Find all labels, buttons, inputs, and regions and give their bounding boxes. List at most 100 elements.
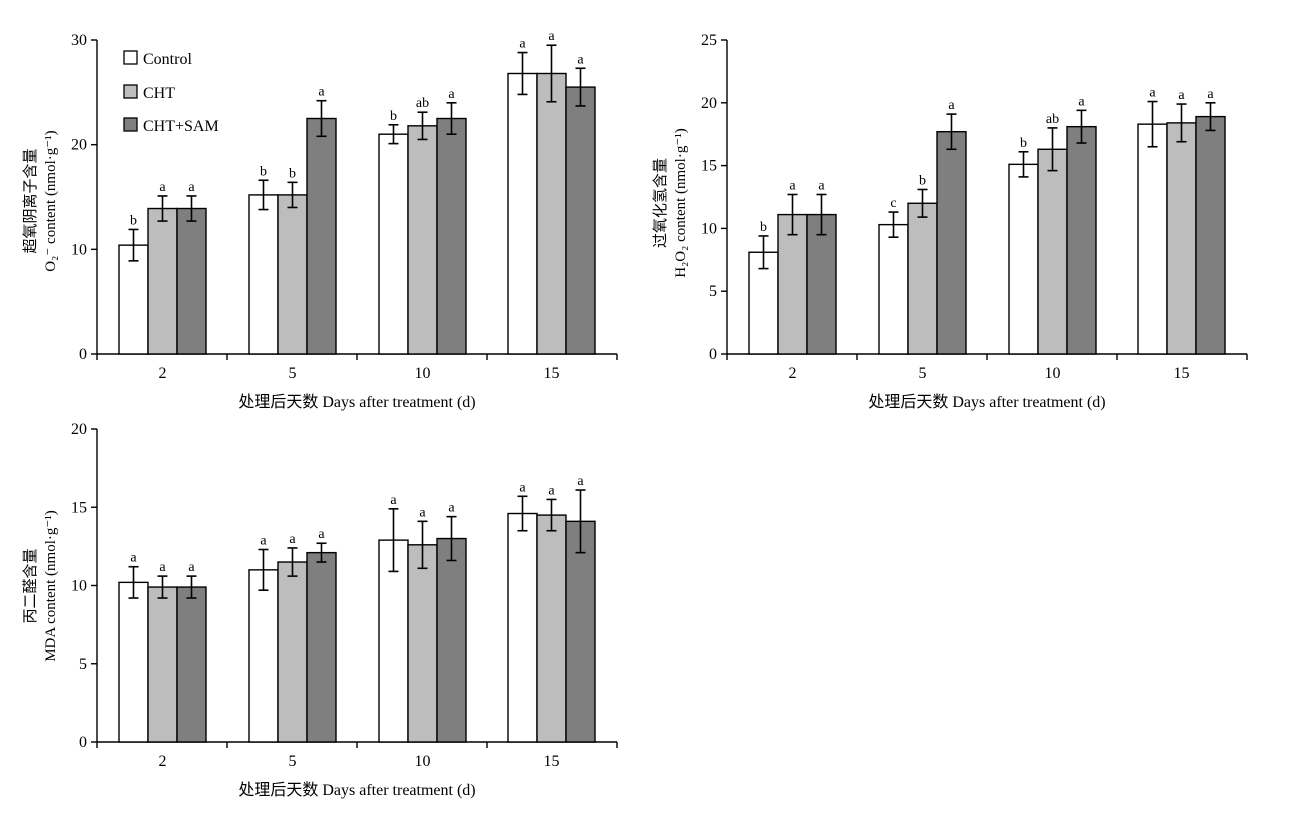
significance-label: b (1020, 136, 1027, 151)
significance-label: b (289, 166, 296, 181)
significance-label: a (419, 505, 426, 520)
x-tick-label: 15 (544, 365, 560, 382)
bar (436, 537, 467, 743)
bar (248, 569, 279, 743)
x-tick-label: 5 (289, 753, 297, 770)
bar (176, 207, 207, 355)
significance-label: a (577, 474, 584, 489)
bar (118, 581, 149, 743)
legend-swatch-cht (123, 84, 138, 99)
x-tick-label: 15 (1174, 365, 1190, 382)
significance-label: a (1149, 86, 1156, 101)
legend-label-cht-sam: CHT+SAM (143, 118, 219, 135)
significance-label: ab (416, 96, 429, 111)
y-tick-label: 25 (701, 32, 717, 49)
significance-label: c (890, 196, 896, 211)
significance-label: b (760, 220, 767, 235)
significance-label: a (548, 29, 555, 44)
significance-label: a (188, 180, 195, 195)
bar (277, 194, 308, 355)
bar (248, 194, 279, 355)
bar (565, 520, 596, 743)
y-axis-label-hydrogen-peroxide-en: H₂O₂ content (nmol·g⁻¹) (673, 128, 689, 278)
bar (407, 544, 438, 743)
significance-label: a (448, 501, 455, 516)
x-tick-label: 10 (415, 753, 431, 770)
significance-label: a (789, 178, 796, 193)
x-tick-label: 2 (159, 365, 167, 382)
significance-label: b (919, 173, 926, 188)
y-tick-label: 5 (79, 656, 87, 673)
legend-item-control: Control (123, 50, 192, 68)
significance-label: a (519, 37, 526, 52)
y-tick-label: 15 (701, 158, 717, 175)
bar (536, 514, 567, 743)
y-tick-label: 30 (71, 32, 87, 49)
y-tick-label: 20 (71, 137, 87, 154)
significance-label: a (1078, 94, 1085, 109)
significance-label: b (260, 164, 267, 179)
bar (1137, 123, 1168, 355)
bar (806, 213, 837, 355)
significance-label: a (130, 551, 137, 566)
bar (777, 213, 808, 355)
y-axis-label-hydrogen-peroxide-cn: 过氧化氢含量 (652, 158, 669, 248)
bar (1166, 122, 1197, 355)
legend-item-cht: CHT (123, 84, 175, 102)
bar (306, 551, 337, 743)
significance-label: a (948, 98, 955, 113)
bar (378, 133, 409, 355)
significance-label: a (548, 483, 555, 498)
x-tick-label: 2 (789, 365, 797, 382)
x-tick-label: 2 (159, 753, 167, 770)
legend-label-control: Control (143, 51, 192, 68)
significance-label: a (188, 560, 195, 575)
bar (907, 202, 938, 355)
y-tick-label: 0 (79, 734, 87, 751)
y-axis-label-superoxide-en: O₂⁻ content (nmol·g⁻¹) (43, 130, 59, 271)
significance-label: ab (1046, 112, 1059, 127)
x-tick-label: 15 (544, 753, 560, 770)
bar (536, 72, 567, 355)
bar (1195, 115, 1226, 355)
significance-label: a (318, 527, 325, 542)
significance-label: a (390, 493, 397, 508)
y-tick-label: 5 (709, 283, 717, 300)
y-tick-label: 10 (701, 220, 717, 237)
significance-label: a (1178, 88, 1185, 103)
bar (565, 86, 596, 355)
bar (1008, 163, 1039, 355)
legend-item-cht-sam: CHT+SAM (123, 117, 219, 135)
y-axis-label-superoxide-cn: 超氧阴离子含量 (22, 148, 39, 253)
y-tick-label: 0 (79, 346, 87, 363)
significance-label: a (289, 532, 296, 547)
significance-label: a (519, 480, 526, 495)
significance-label: a (577, 52, 584, 67)
legend: Control CHT CHT+SAM (123, 50, 219, 135)
bar (277, 561, 308, 743)
x-axis-label-mda: 处理后天数 Days after treatment (d) (238, 781, 475, 799)
y-tick-label: 10 (71, 241, 87, 258)
significance-label: b (130, 213, 137, 228)
y-axis-label-mda-en: MDA content (nmol·g⁻¹) (43, 510, 59, 662)
y-tick-label: 15 (71, 499, 87, 516)
significance-label: a (159, 560, 166, 575)
legend-label-cht: CHT (143, 85, 175, 102)
bar (507, 72, 538, 355)
bar (1037, 148, 1068, 355)
x-tick-label: 5 (289, 365, 297, 382)
x-tick-label: 5 (919, 365, 927, 382)
bar (118, 244, 149, 355)
legend-swatch-control (123, 50, 138, 65)
legend-swatch-cht-sam (123, 117, 138, 132)
significance-label: a (1207, 87, 1214, 102)
bar (176, 586, 207, 743)
y-axis-label-mda-cn: 丙二醛含量 (22, 548, 39, 623)
y-tick-label: 10 (71, 578, 87, 595)
